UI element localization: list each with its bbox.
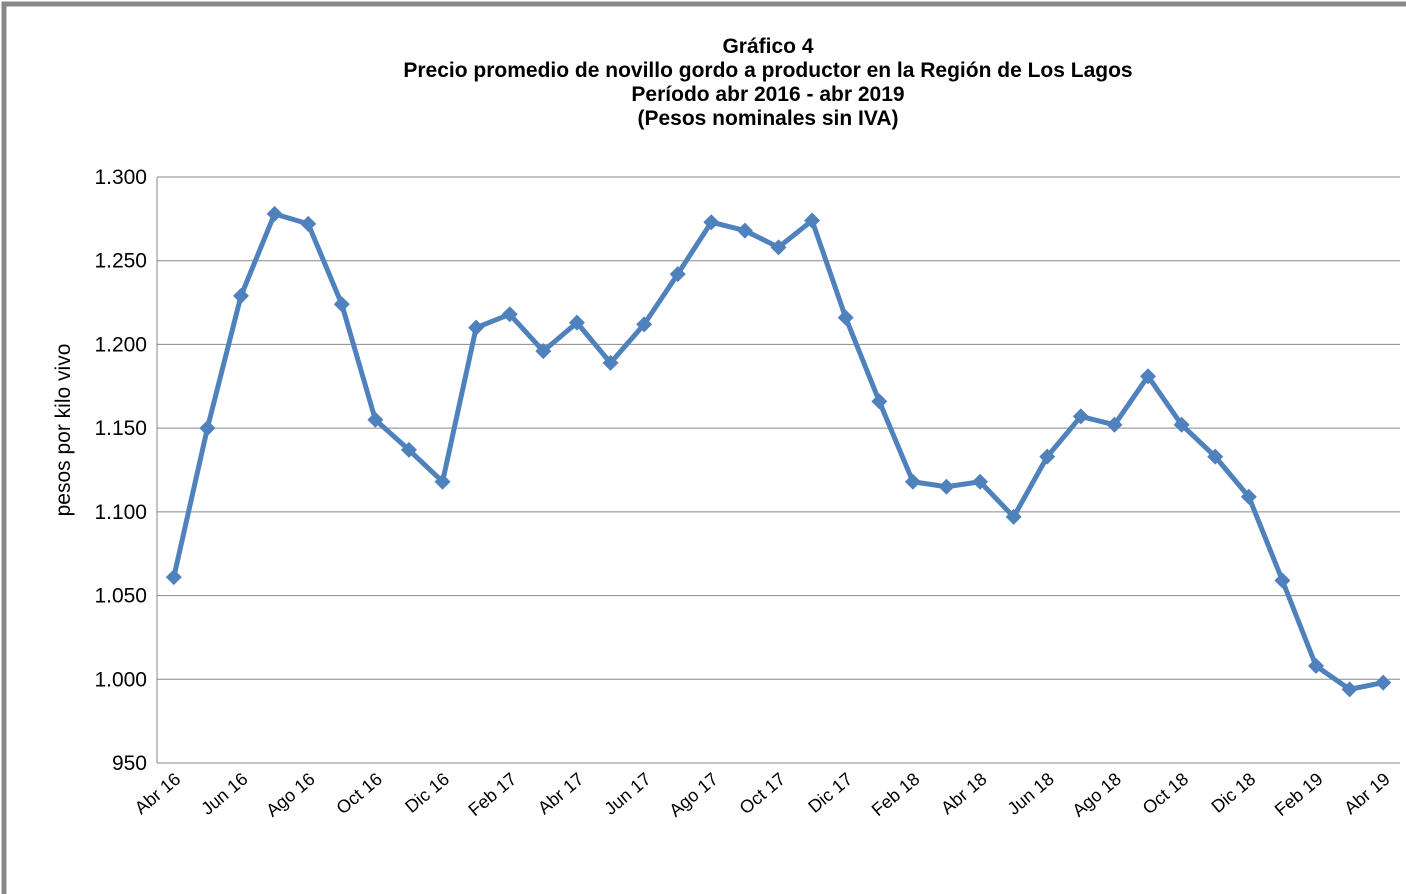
data-point bbox=[904, 473, 921, 490]
x-tick-label: Ago 16 bbox=[262, 769, 319, 821]
data-point bbox=[1341, 681, 1358, 698]
data-point bbox=[871, 393, 888, 410]
data-point bbox=[266, 205, 283, 222]
data-point bbox=[434, 473, 451, 490]
y-tick-label: 1.100 bbox=[94, 501, 147, 524]
data-point bbox=[1005, 508, 1022, 525]
data-point bbox=[468, 319, 485, 336]
x-tick-label: Dic 17 bbox=[804, 769, 856, 817]
x-tick-label: Feb 18 bbox=[868, 769, 924, 820]
x-tick-label: Abr 19 bbox=[1340, 769, 1393, 818]
data-point bbox=[938, 478, 955, 495]
data-point bbox=[400, 441, 417, 458]
y-axis-label: pesos por kilo vivo bbox=[52, 344, 75, 517]
data-point bbox=[1240, 488, 1257, 505]
y-tick-label: 1.200 bbox=[94, 333, 147, 356]
data-point bbox=[568, 314, 585, 331]
y-tick-label: 1.050 bbox=[94, 585, 147, 608]
x-tick-label: Jun 17 bbox=[600, 769, 654, 819]
y-tick-label: 950 bbox=[112, 752, 147, 775]
x-tick-label: Feb 17 bbox=[465, 769, 521, 820]
data-point bbox=[333, 296, 350, 313]
data-point bbox=[165, 569, 182, 586]
y-tick-label: 1.000 bbox=[94, 668, 147, 691]
data-point bbox=[232, 287, 249, 304]
data-point bbox=[1173, 416, 1190, 433]
data-point bbox=[1106, 416, 1123, 433]
x-tick-label: Abr 18 bbox=[937, 769, 990, 818]
x-tick-label: Abr 17 bbox=[534, 769, 587, 818]
x-tick-label: Dic 18 bbox=[1207, 769, 1259, 817]
data-point bbox=[1039, 448, 1056, 465]
data-point bbox=[972, 473, 989, 490]
chart-title: Período abr 2016 - abr 2019 bbox=[631, 83, 904, 106]
data-point bbox=[1308, 657, 1325, 674]
x-tick-label: Oct 17 bbox=[736, 769, 789, 818]
x-tick-label: Oct 16 bbox=[332, 769, 385, 818]
x-tick-label: Ago 17 bbox=[665, 769, 722, 821]
chart-title: (Pesos nominales sin IVA) bbox=[637, 107, 898, 130]
series-line bbox=[171, 211, 1384, 692]
data-point bbox=[736, 222, 753, 239]
data-point bbox=[770, 239, 787, 256]
x-tick-label: Jun 16 bbox=[197, 769, 251, 819]
data-point bbox=[501, 306, 518, 323]
data-point bbox=[535, 343, 552, 360]
y-tick-label: 1.150 bbox=[94, 417, 147, 440]
y-tick-label: 1.250 bbox=[94, 250, 147, 273]
data-point bbox=[1207, 448, 1224, 465]
data-point bbox=[1274, 572, 1291, 589]
x-tick-label: Abr 16 bbox=[131, 769, 184, 818]
x-tick-label: Jun 18 bbox=[1004, 769, 1058, 819]
y-tick-label: 1.300 bbox=[94, 166, 147, 189]
data-point bbox=[703, 214, 720, 231]
x-tick-label: Dic 16 bbox=[401, 769, 453, 817]
data-point bbox=[367, 411, 384, 428]
x-tick-label: Feb 19 bbox=[1271, 769, 1327, 820]
data-point bbox=[1375, 674, 1392, 691]
data-point bbox=[300, 215, 317, 232]
data-point bbox=[1072, 408, 1089, 425]
data-point bbox=[199, 420, 216, 437]
data-point bbox=[1140, 368, 1157, 385]
data-point bbox=[837, 309, 854, 326]
chart-title: Precio promedio de novillo gordo a produ… bbox=[403, 59, 1132, 82]
chart-title: Gráfico 4 bbox=[722, 35, 813, 58]
x-tick-label: Ago 18 bbox=[1068, 769, 1125, 821]
x-tick-label: Oct 18 bbox=[1139, 769, 1192, 818]
data-point bbox=[602, 354, 619, 371]
data-point bbox=[669, 266, 686, 283]
data-point bbox=[804, 212, 821, 229]
data-point bbox=[636, 316, 653, 333]
